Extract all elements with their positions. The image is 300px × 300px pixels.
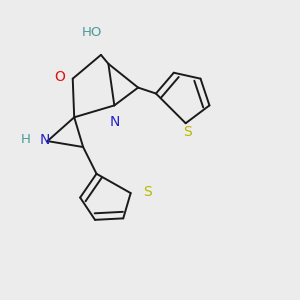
Text: O: O bbox=[54, 70, 65, 84]
Text: N: N bbox=[109, 115, 119, 129]
Text: H: H bbox=[21, 133, 31, 146]
Text: S: S bbox=[143, 184, 152, 199]
Text: HO: HO bbox=[82, 26, 102, 38]
Text: S: S bbox=[183, 125, 191, 139]
Text: N: N bbox=[39, 133, 50, 147]
